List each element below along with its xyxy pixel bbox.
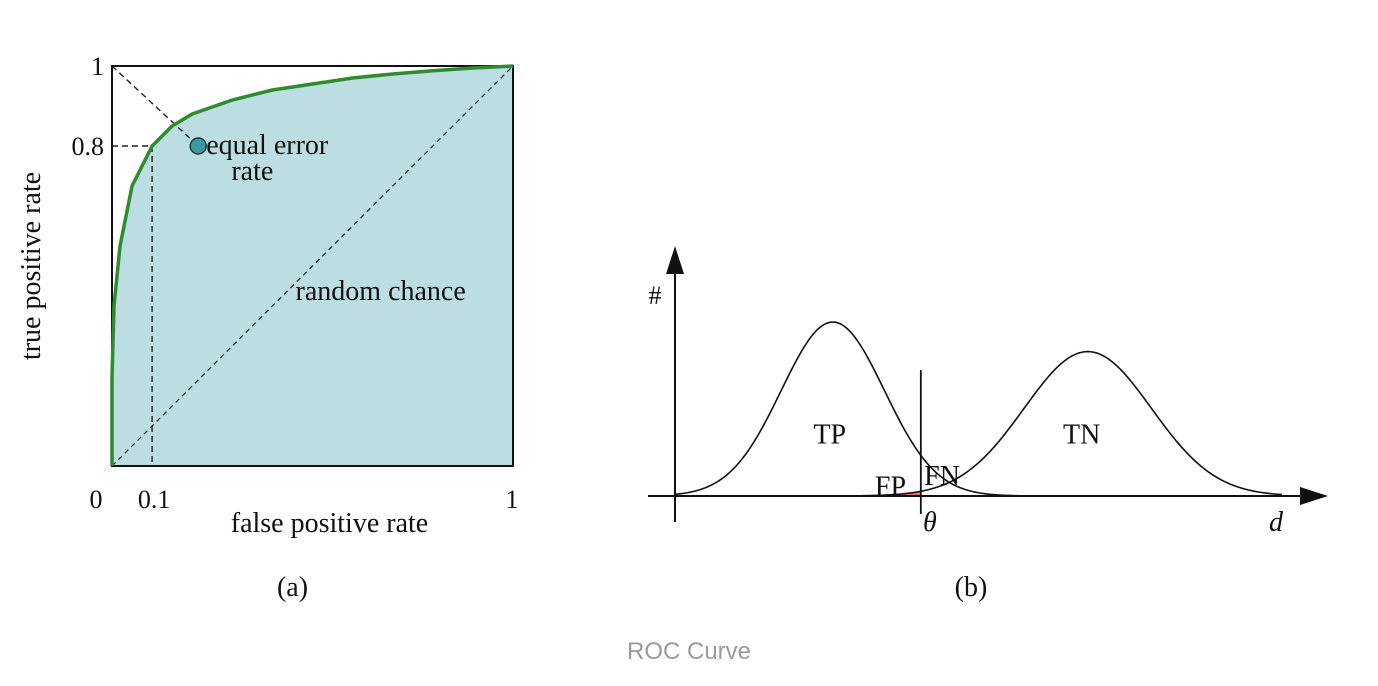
x-axis-label: false positive rate — [231, 508, 428, 539]
y-tick-label: 1 — [91, 52, 104, 81]
y-axis-arrow-icon — [666, 246, 684, 274]
panel-label-b: (b) — [955, 572, 988, 603]
y-axis-label: # — [649, 281, 662, 310]
region-label-fp: FP — [875, 472, 906, 503]
roc-curve — [110, 64, 514, 466]
roc-plot-frame — [111, 65, 514, 467]
distribution-panel: # d θ TP TN FP FN (b) — [648, 246, 1328, 603]
equal-error-marker — [189, 137, 207, 155]
region-label-fn: FN — [924, 461, 960, 492]
x-axis-arrow-icon — [1300, 487, 1328, 505]
positive-distribution-curve — [674, 321, 1282, 497]
panel-label-a: (a) — [277, 572, 308, 603]
negative-distribution-curve — [675, 350, 1283, 497]
equal-error-line — [111, 65, 199, 147]
annotation-random-chance: random chance — [296, 276, 466, 307]
region-label-tn: TN — [1063, 419, 1100, 450]
x-tick-label: 0 — [90, 485, 103, 514]
x-tick-label: 1 — [506, 485, 519, 514]
y-axis-label: true positive rate — [16, 172, 47, 360]
x-tick-label: 0.1 — [138, 485, 171, 514]
random-chance-line — [111, 65, 514, 467]
figure-caption: ROC Curve — [626, 638, 752, 665]
roc-panel: 0 0.1 1 1 0.8 false positive rate true p… — [16, 52, 519, 603]
y-tick-label: 0.8 — [72, 132, 105, 161]
threshold-label: θ — [923, 507, 937, 538]
annotation-rate: rate — [231, 156, 273, 187]
annotation-equal-error: equal error — [206, 130, 329, 161]
x-axis-label: d — [1269, 507, 1284, 538]
region-label-tp: TP — [813, 419, 846, 450]
